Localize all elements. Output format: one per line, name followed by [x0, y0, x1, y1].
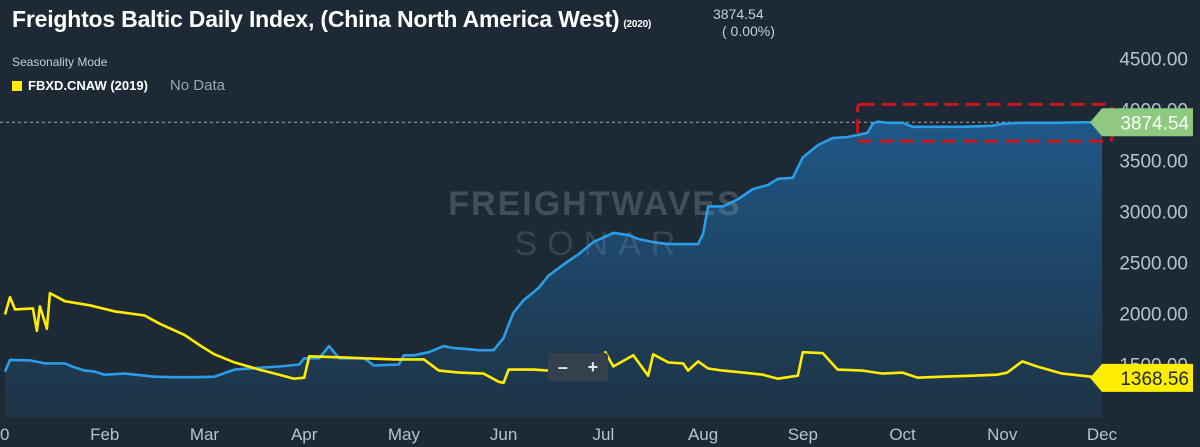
watermark-line2: SONAR [515, 225, 686, 263]
legend-label: FBXD.CNAW (2019) [28, 78, 148, 93]
x-tick-label: Aug [688, 425, 718, 444]
zoom-control: – + [548, 353, 608, 381]
current-value: 3874.54 [713, 6, 764, 22]
seasonality-mode-label: Seasonality Mode [12, 55, 108, 69]
y-tick-label: 3000.00 [1119, 202, 1188, 223]
x-tick-label: Nov [987, 425, 1018, 444]
current-tag-2019-label: 1368.56 [1120, 369, 1189, 390]
y-tick-label: 3500.00 [1119, 151, 1188, 172]
x-tick-label: Jul [592, 425, 614, 444]
x-tick-label: May [388, 425, 421, 444]
y-tick-label: 2500.00 [1119, 253, 1188, 274]
current-tag-2020 [1090, 108, 1193, 137]
highlight-box [856, 102, 1114, 143]
x-tick-label: Jun [490, 425, 517, 444]
current-tag-2019 [1090, 363, 1193, 392]
x-tick-label: Oct [889, 425, 916, 444]
legend-swatch [12, 80, 22, 91]
x-tick-label: 0 [0, 425, 9, 444]
x-tick-label: Sep [788, 425, 818, 444]
zoom-out-button[interactable]: – [557, 356, 568, 377]
legend[interactable]: FBXD.CNAW (2019) No Data [12, 77, 225, 94]
series-2020-area [5, 121, 1102, 418]
y-tick-label: 4500.00 [1119, 49, 1188, 70]
x-tick-label: Mar [190, 425, 220, 444]
x-tick-label: Feb [90, 425, 119, 444]
current-change: ( 0.00%) [722, 23, 775, 39]
x-tick-label: Dec [1087, 425, 1118, 444]
chart-title-year: (2020) [623, 19, 652, 30]
current-tag-2020-label: 3874.54 [1120, 113, 1189, 134]
y-tick-label: 2000.00 [1119, 304, 1188, 325]
x-tick-label: Apr [291, 425, 318, 444]
watermark-line1: FREIGHTWAVES [448, 185, 742, 223]
series-2020-line [3, 120, 1102, 379]
zoom-in-button[interactable]: + [587, 356, 599, 377]
chart-title-text: Freightos Baltic Daily Index, (China Nor… [12, 6, 620, 32]
chart-title: Freightos Baltic Daily Index, (China Nor… [12, 6, 651, 33]
legend-status: No Data [169, 77, 225, 94]
